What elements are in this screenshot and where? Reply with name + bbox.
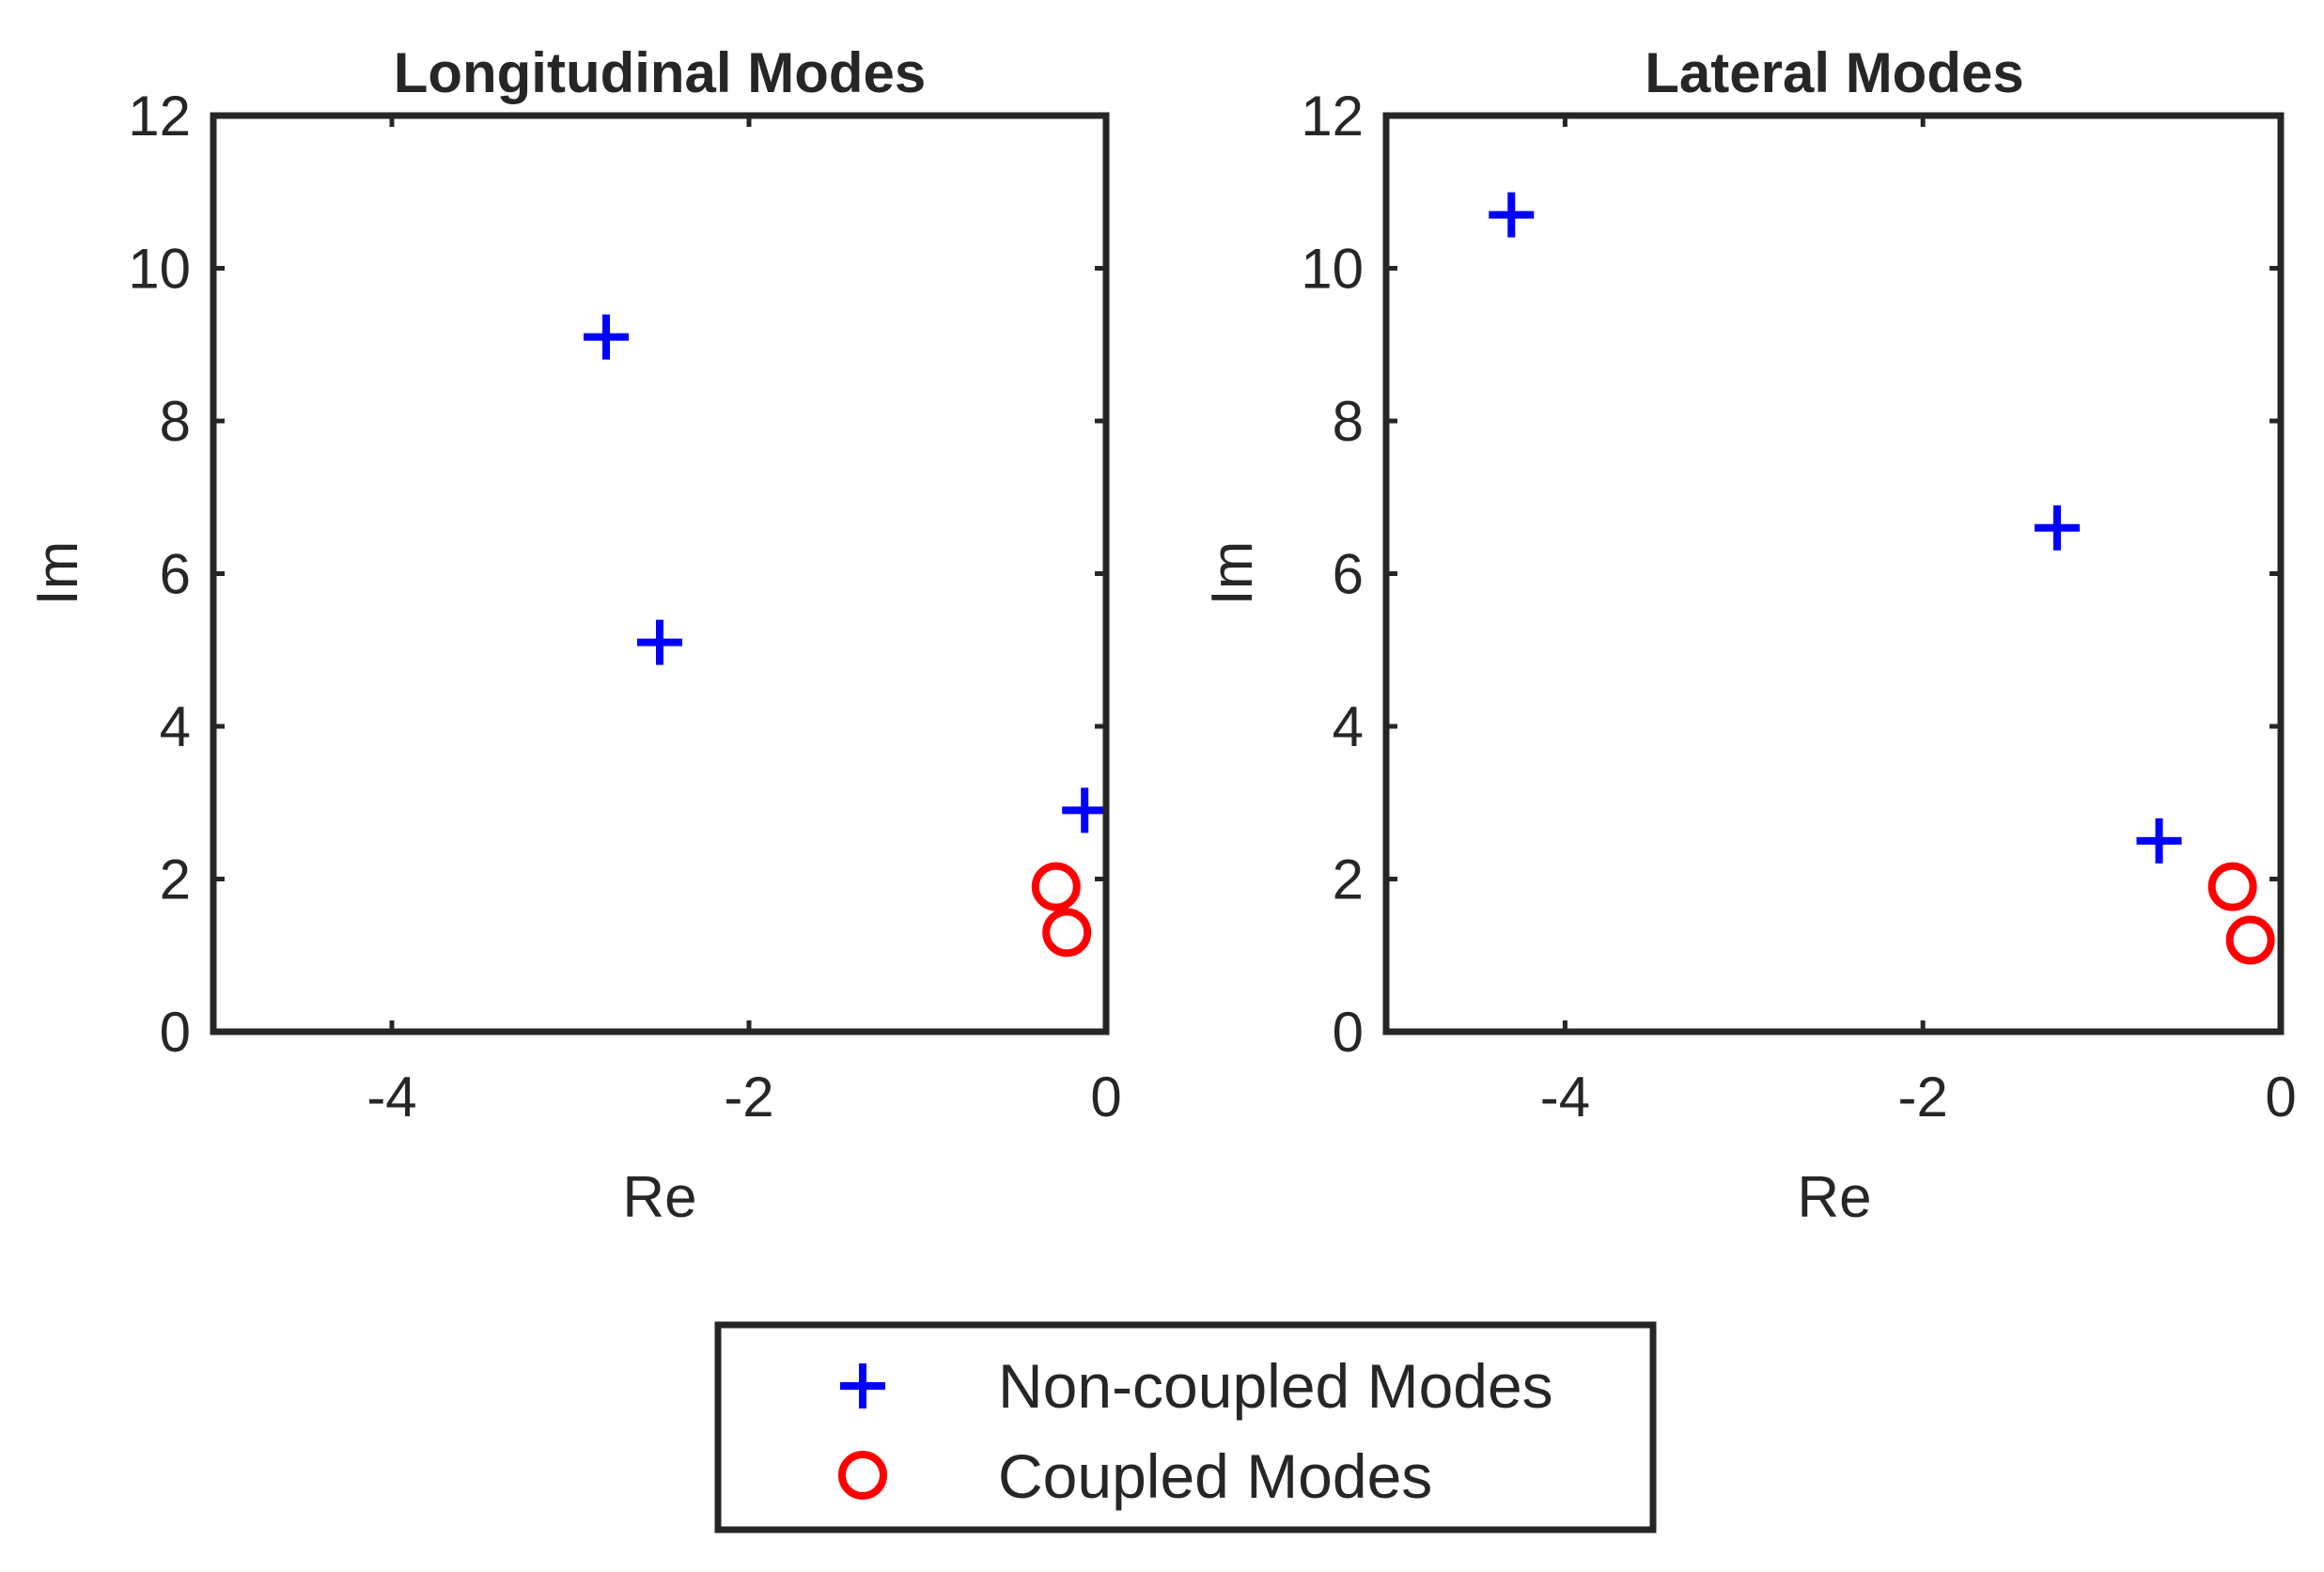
- y-tick-label: 10: [1301, 238, 1364, 301]
- y-tick-label: 0: [1333, 1001, 1364, 1064]
- point-non-coupled: [584, 314, 629, 360]
- y-axis-label: Im: [1200, 541, 1265, 606]
- chart-title: Lateral Modes: [1645, 41, 2023, 104]
- circle-icon: [838, 1451, 887, 1500]
- point-coupled: [2207, 862, 2257, 911]
- y-tick-label: 0: [160, 1001, 191, 1064]
- x-tick-label: -4: [367, 1066, 416, 1128]
- point-non-coupled: [1489, 192, 1535, 238]
- plot-marks: [584, 314, 1108, 957]
- point-coupled: [1031, 862, 1081, 911]
- x-axis-label: Re: [622, 1165, 696, 1230]
- y-tick-label: 8: [160, 390, 191, 453]
- longitudinal-modes-panel: Longitudinal Modes -4 -2 0 0 2 4 6 8 10 12 Re Im: [25, 41, 1122, 1230]
- legend-label-coupled: Coupled Modes: [998, 1441, 1432, 1511]
- x-axis-label: Re: [1797, 1165, 1871, 1230]
- y-tick-label: 6: [1333, 543, 1364, 606]
- y-tick-label: 2: [160, 848, 191, 911]
- point-non-coupled: [637, 619, 682, 665]
- lateral-modes-panel: Lateral Modes -4 -2 0 0 2 4 6 8 10 12 Re Im: [1200, 41, 2297, 1230]
- y-tick-label: 12: [1301, 85, 1364, 148]
- x-tick-label: -2: [1898, 1066, 1948, 1128]
- axes-frame: [1382, 112, 2285, 1035]
- y-tick-label: 12: [128, 85, 191, 148]
- y-axis-label: Im: [25, 541, 90, 606]
- y-tick-label: 6: [160, 543, 191, 606]
- y-tick-label: 4: [1333, 695, 1364, 758]
- plus-icon: [840, 1363, 885, 1409]
- y-tick-label: 4: [160, 695, 191, 758]
- point-non-coupled: [1062, 787, 1108, 833]
- legend-label-non-coupled: Non-coupled Modes: [998, 1351, 1553, 1421]
- x-tick-label: 0: [2265, 1066, 2296, 1128]
- y-tick-label: 8: [1333, 390, 1364, 453]
- y-tick-label: 10: [128, 238, 191, 301]
- point-coupled: [2225, 915, 2275, 965]
- point-non-coupled: [2035, 505, 2080, 551]
- point-non-coupled: [2136, 817, 2182, 864]
- x-tick-label: -4: [1540, 1066, 1590, 1128]
- axis-ticks: -4 -2 0 0 2 4 6 8 10 12: [1301, 85, 2296, 1128]
- legend-box: [714, 1321, 1657, 1533]
- x-tick-label: 0: [1090, 1066, 1121, 1128]
- legend: Non-coupled Modes Coupled Modes: [714, 1321, 1657, 1533]
- point-coupled: [1042, 908, 1092, 957]
- x-tick-label: -2: [724, 1066, 773, 1128]
- legend-marker-circle: [838, 1451, 887, 1500]
- axes-frame: [210, 112, 1110, 1035]
- plot-marks: [1489, 192, 2275, 965]
- y-tick-label: 2: [1333, 848, 1364, 911]
- axis-ticks: -4 -2 0 0 2 4 6 8 10 12: [128, 85, 1121, 1128]
- chart-title: Longitudinal Modes: [394, 41, 927, 104]
- legend-marker-plus: [840, 1363, 885, 1409]
